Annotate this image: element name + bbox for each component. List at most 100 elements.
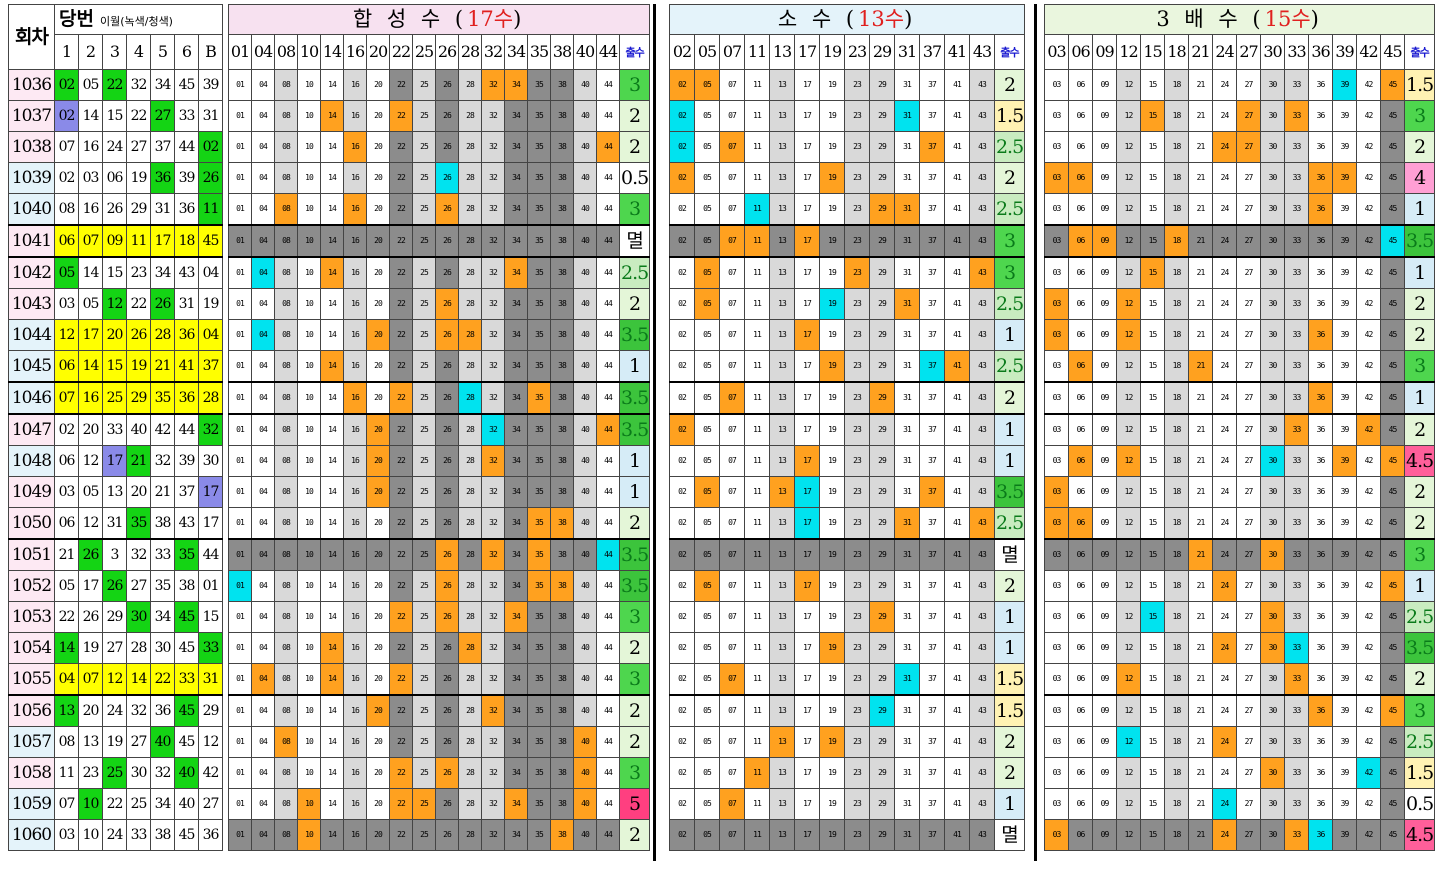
number-cell: 07 xyxy=(719,69,745,101)
number-cell: 41 xyxy=(944,601,970,633)
number-cell: 04 xyxy=(251,694,275,727)
number-cell: 32 xyxy=(481,193,505,226)
number-cell: 15 xyxy=(1140,788,1165,820)
count-cell: 0.5 xyxy=(1403,788,1436,820)
number-cell: 30 xyxy=(1260,100,1285,132)
winning-number: 14 xyxy=(126,663,151,696)
number-cell: 09 xyxy=(1092,694,1117,727)
count-cell: 4.5 xyxy=(1403,445,1436,477)
number-cell: 22 xyxy=(389,663,413,696)
number-cell: 05 xyxy=(694,100,720,132)
number-cell: 42 xyxy=(1356,694,1381,727)
winning-number: 15 xyxy=(102,100,127,132)
count-cell: 5 xyxy=(618,788,651,820)
number-cell: 44 xyxy=(596,570,620,602)
number-cell: 34 xyxy=(504,601,528,633)
number-cell: 28 xyxy=(458,757,482,789)
number-cell: 17 xyxy=(794,381,820,415)
number-cell: 11 xyxy=(744,100,770,132)
number-cell: 25 xyxy=(412,476,436,508)
number-cell: 11 xyxy=(744,632,770,664)
number-cell: 13 xyxy=(769,788,795,820)
table-row: 1049 03 05 13 20 21 37 17 xyxy=(8,476,224,508)
number-cell: 18 xyxy=(1164,757,1189,789)
number-cell: 20 xyxy=(366,69,390,101)
table-row: 1045 06 14 15 19 21 41 37 xyxy=(8,350,224,383)
number-cell: 20 xyxy=(366,413,390,446)
section-title-prefix: 합 성 수 ( xyxy=(352,7,468,31)
number-cell: 29 xyxy=(869,819,895,851)
number-cell: 42 xyxy=(1356,445,1381,477)
winning-number: 29 xyxy=(126,193,151,226)
number-cell: 06 xyxy=(1068,601,1093,633)
number-cell: 33 xyxy=(1284,100,1309,132)
table-row: 02 05 07 11 13 17 19 23 29 31 37 41 43 2 xyxy=(669,162,1026,194)
winning-col-header: 5 xyxy=(150,34,175,70)
number-cell: 30 xyxy=(1260,726,1285,758)
table-row: 01 04 08 10 14 16 20 22 25 26 28 32 34 35 38 40 44 5 xyxy=(228,788,651,820)
number-cell: 05 xyxy=(694,757,720,789)
number-cell: 38 xyxy=(550,788,574,820)
number-cell: 14 xyxy=(320,632,344,664)
number-cell: 32 xyxy=(481,69,505,101)
number-cell: 23 xyxy=(844,726,870,758)
number-cell: 06 xyxy=(1068,538,1093,571)
number-col-header: 11 xyxy=(744,34,770,70)
number-cell: 24 xyxy=(1212,224,1237,258)
number-cell: 26 xyxy=(435,476,459,508)
number-cell: 03 xyxy=(1044,256,1069,289)
number-cell: 37 xyxy=(919,570,945,602)
number-cell: 19 xyxy=(819,694,845,727)
number-cell: 25 xyxy=(412,507,436,540)
number-cell: 42 xyxy=(1356,162,1381,194)
number-cell: 27 xyxy=(1236,538,1261,571)
number-cell: 05 xyxy=(694,381,720,415)
number-cell: 31 xyxy=(894,570,920,602)
number-cell: 30 xyxy=(1260,538,1285,571)
count-cell: 3 xyxy=(993,224,1026,258)
number-cell: 12 xyxy=(1116,538,1141,571)
number-cell: 27 xyxy=(1236,601,1261,633)
number-cell: 18 xyxy=(1164,726,1189,758)
number-cell: 42 xyxy=(1356,819,1381,851)
number-cell: 28 xyxy=(458,288,482,320)
number-cell: 10 xyxy=(297,193,321,226)
number-cell: 11 xyxy=(744,445,770,477)
winning-number: 21 xyxy=(126,445,151,477)
number-cell: 15 xyxy=(1140,288,1165,320)
number-cell: 10 xyxy=(297,445,321,477)
number-cell: 40 xyxy=(573,288,597,320)
number-cell: 25 xyxy=(412,100,436,132)
number-cell: 26 xyxy=(435,131,459,163)
number-cell: 31 xyxy=(894,788,920,820)
number-cell: 41 xyxy=(944,350,970,383)
number-cell: 18 xyxy=(1164,570,1189,602)
number-cell: 34 xyxy=(504,381,528,415)
number-cell: 44 xyxy=(596,100,620,132)
number-cell: 38 xyxy=(550,694,574,727)
count-cell: 3 xyxy=(1403,350,1436,383)
table-row: 1041 06 07 09 11 17 18 45 xyxy=(8,224,224,258)
number-cell: 16 xyxy=(343,663,367,696)
number-cell: 12 xyxy=(1116,256,1141,289)
winning-number: 09 xyxy=(102,224,127,258)
number-cell: 20 xyxy=(366,381,390,415)
number-cell: 30 xyxy=(1260,350,1285,383)
table-row: 01 04 08 10 14 16 20 22 25 26 28 32 34 35 38 40 44 3 xyxy=(228,193,651,226)
winning-number: 37 xyxy=(197,350,224,383)
number-col-header: 40 xyxy=(573,34,597,70)
number-cell: 34 xyxy=(504,819,528,851)
number-cell: 14 xyxy=(320,663,344,696)
number-cell: 11 xyxy=(744,570,770,602)
number-cell: 08 xyxy=(274,413,298,446)
winning-number: 20 xyxy=(78,413,103,446)
number-cell: 32 xyxy=(481,162,505,194)
table-row: 02 05 07 11 13 17 19 23 29 31 37 41 43 멸 xyxy=(669,538,1026,571)
number-cell: 19 xyxy=(819,381,845,415)
section-title-prefix: 3 배 수 ( xyxy=(1156,7,1265,31)
number-cell: 11 xyxy=(744,726,770,758)
number-cell: 43 xyxy=(969,788,995,820)
count-cell: 3.5 xyxy=(1403,632,1436,664)
number-cell: 12 xyxy=(1116,131,1141,163)
number-cell: 37 xyxy=(919,538,945,571)
